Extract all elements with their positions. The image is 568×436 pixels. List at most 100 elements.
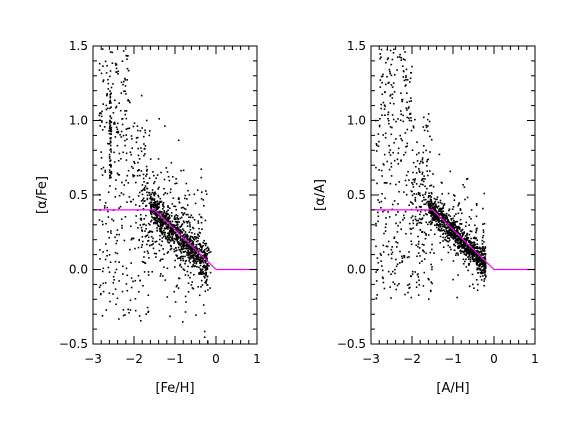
scatter-point xyxy=(423,199,425,201)
scatter-point xyxy=(146,306,149,309)
scatter-point xyxy=(145,228,147,230)
scatter-point xyxy=(418,162,421,165)
scatter-point xyxy=(463,253,466,255)
scatter-point xyxy=(476,246,479,248)
scatter-point xyxy=(152,237,154,240)
scatter-point xyxy=(186,233,188,236)
scatter-point xyxy=(435,218,437,220)
scatter-point xyxy=(484,247,487,249)
scatter-point xyxy=(151,231,154,233)
scatter-point xyxy=(98,69,101,71)
scatter-point xyxy=(181,212,183,214)
scatter-point xyxy=(145,170,148,172)
scatter-point xyxy=(174,301,177,303)
scatter-point xyxy=(187,254,190,257)
scatter-point xyxy=(447,234,449,236)
scatter-point xyxy=(384,226,387,229)
scatter-point xyxy=(197,234,199,236)
scatter-point xyxy=(194,258,196,260)
scatter-point xyxy=(167,234,170,237)
scatter-point xyxy=(384,105,386,108)
scatter-point xyxy=(435,224,438,226)
scatter-point xyxy=(202,199,205,201)
scatter-point xyxy=(389,95,391,97)
scatter-point xyxy=(175,237,177,240)
scatter-point xyxy=(478,251,481,253)
scatter-point xyxy=(456,220,459,223)
scatter-point xyxy=(166,227,168,230)
scatter-point xyxy=(181,230,183,233)
scatter-point xyxy=(155,177,157,180)
scatter-point xyxy=(111,62,114,64)
scatter-point xyxy=(132,175,135,178)
scatter-point xyxy=(184,233,186,235)
scatter-point xyxy=(422,177,425,180)
scatter-point xyxy=(169,315,171,318)
scatter-point xyxy=(184,255,186,258)
scatter-point xyxy=(126,58,128,60)
scatter-point xyxy=(150,206,152,208)
scatter-point xyxy=(198,294,201,297)
scatter-point xyxy=(179,231,181,233)
scatter-point xyxy=(387,240,390,243)
scatter-point xyxy=(124,90,126,92)
scatter-point xyxy=(455,226,458,229)
scatter-point xyxy=(378,124,381,127)
scatter-point xyxy=(107,88,110,90)
scatter-point xyxy=(431,268,433,271)
scatter-point xyxy=(390,175,393,177)
scatter-point xyxy=(404,151,407,154)
scatter-point xyxy=(115,268,118,271)
scatter-point xyxy=(452,237,454,239)
scatter-point xyxy=(121,118,123,120)
scatter-point xyxy=(197,243,200,246)
scatter-point xyxy=(451,230,454,233)
scatter-point xyxy=(128,312,130,314)
scatter-point xyxy=(147,236,150,239)
scatter-point xyxy=(405,68,408,71)
scatter-point xyxy=(151,211,154,214)
scatter-point xyxy=(417,245,419,248)
scatter-point xyxy=(393,283,396,285)
scatter-point xyxy=(100,112,102,115)
scatter-point xyxy=(380,75,383,78)
scatter-point xyxy=(200,273,203,275)
scatter-point xyxy=(171,227,173,230)
scatter-point xyxy=(206,284,208,286)
scatter-point xyxy=(106,249,108,252)
scatter-point xyxy=(204,273,207,275)
scatter-point xyxy=(159,238,161,241)
scatter-point xyxy=(150,219,153,222)
scatter-point xyxy=(391,58,394,61)
scatter-point xyxy=(454,232,457,234)
scatter-point xyxy=(468,216,471,218)
scatter-point xyxy=(457,252,459,255)
scatter-point xyxy=(454,230,457,232)
scatter-point xyxy=(425,149,427,152)
scatter-point xyxy=(177,235,179,238)
scatter-point xyxy=(146,194,149,197)
scatter-point xyxy=(163,222,166,225)
scatter-point xyxy=(151,271,153,273)
scatter-point xyxy=(480,252,483,254)
scatter-point xyxy=(115,71,117,73)
scatter-point xyxy=(205,260,207,263)
scatter-point xyxy=(436,223,438,225)
scatter-point xyxy=(206,278,208,281)
scatter-point xyxy=(207,289,209,291)
scatter-point xyxy=(452,223,455,225)
scatter-point xyxy=(438,210,440,212)
scatter-point xyxy=(161,211,163,213)
scatter-point xyxy=(376,144,378,147)
scatter-point xyxy=(456,226,459,228)
scatter-point xyxy=(457,212,460,215)
scatter-point xyxy=(118,318,120,320)
scatter-point xyxy=(435,198,437,201)
scatter-point xyxy=(153,222,155,224)
scatter-point xyxy=(175,218,177,221)
scatter-point xyxy=(209,251,212,253)
scatter-point xyxy=(425,191,427,194)
scatter-point xyxy=(481,269,484,271)
scatter-point xyxy=(134,309,137,312)
scatter-point xyxy=(468,251,470,254)
